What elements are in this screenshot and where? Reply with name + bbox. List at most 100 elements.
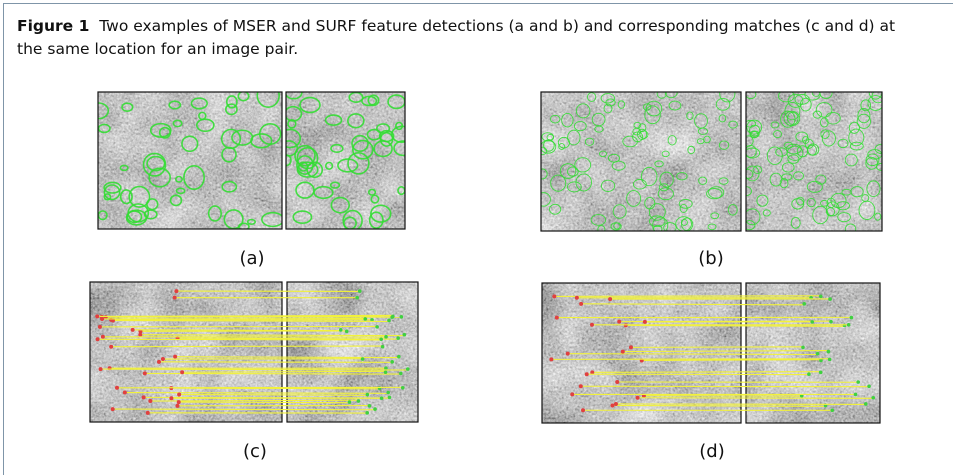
match-point <box>148 399 152 403</box>
match-point <box>828 297 832 301</box>
texture-image <box>287 282 418 422</box>
match-point <box>399 372 403 376</box>
match-point <box>157 360 161 364</box>
match-point <box>379 337 383 341</box>
match-point <box>378 386 382 390</box>
match-point <box>816 352 820 356</box>
match-point <box>850 316 854 320</box>
match-point <box>391 315 395 319</box>
texture-image <box>98 92 282 229</box>
match-point <box>549 357 553 361</box>
match-point <box>368 404 372 408</box>
match-point <box>361 357 365 361</box>
match-point <box>566 352 570 356</box>
match-line <box>554 296 820 297</box>
panel-label: (a) <box>239 248 264 269</box>
match-point <box>101 335 105 339</box>
match-point <box>177 400 181 404</box>
match-point <box>819 371 823 375</box>
match-point <box>381 345 385 349</box>
match-point <box>401 386 405 390</box>
match-line <box>642 360 821 361</box>
match-point <box>867 384 871 388</box>
match-point <box>400 315 404 319</box>
match-point <box>575 296 579 300</box>
match-point <box>581 408 585 412</box>
match-point <box>570 392 574 396</box>
match-point <box>397 355 401 359</box>
match-point <box>142 395 146 399</box>
match-point <box>384 335 388 339</box>
match-point <box>552 294 556 298</box>
match-point <box>177 393 181 397</box>
match-point <box>802 302 806 306</box>
match-point <box>621 350 625 354</box>
match-point <box>100 317 104 321</box>
match-point <box>173 296 177 300</box>
match-point <box>807 372 811 376</box>
texture-image <box>746 283 880 423</box>
match-point <box>380 396 384 400</box>
match-point <box>161 357 165 361</box>
texture-image <box>541 92 741 231</box>
match-point <box>871 396 875 400</box>
match-point <box>396 336 400 340</box>
match-point <box>854 393 858 397</box>
match-line <box>111 346 382 347</box>
match-point <box>864 402 868 406</box>
match-point <box>173 355 177 359</box>
match-point <box>95 314 99 318</box>
match-point <box>169 396 173 400</box>
match-point <box>801 346 805 350</box>
match-point <box>339 328 343 332</box>
match-point <box>810 320 814 324</box>
match-point <box>856 380 860 384</box>
match-line <box>612 405 825 406</box>
match-point <box>847 323 851 327</box>
match-point <box>357 399 361 403</box>
match-point <box>830 408 834 412</box>
match-point <box>390 360 394 364</box>
match-line <box>125 393 388 394</box>
match-point <box>579 302 583 306</box>
match-point <box>355 296 359 300</box>
match-point <box>624 323 628 327</box>
match-point <box>590 323 594 327</box>
match-point <box>579 384 583 388</box>
match-point <box>629 345 633 349</box>
panel-label: (d) <box>699 441 724 462</box>
match-point <box>384 370 388 374</box>
match-line <box>592 372 820 373</box>
match-line <box>159 362 392 363</box>
match-point <box>115 386 119 390</box>
match-point <box>143 371 147 375</box>
match-point <box>365 411 369 415</box>
match-point <box>373 407 377 411</box>
match-point <box>138 333 142 337</box>
match-point <box>96 337 100 341</box>
match-line <box>551 359 829 360</box>
match-point <box>636 396 640 400</box>
match-point <box>614 402 618 406</box>
match-point <box>99 367 103 371</box>
match-point <box>828 358 832 362</box>
match-point <box>819 295 823 299</box>
match-line <box>179 395 367 396</box>
match-point <box>98 325 102 329</box>
match-point <box>111 407 115 411</box>
match-point <box>123 391 127 395</box>
match-point <box>363 317 367 321</box>
figure: (a) (b) (c) (d) <box>0 0 953 475</box>
match-point <box>406 367 410 371</box>
match-point <box>615 380 619 384</box>
match-point <box>366 393 370 397</box>
match-point <box>131 328 135 332</box>
match-point <box>827 350 831 354</box>
match-line <box>98 339 382 340</box>
match-point <box>109 345 113 349</box>
match-line <box>133 330 341 331</box>
match-point <box>617 320 621 324</box>
match-point <box>180 370 184 374</box>
match-point <box>608 297 612 301</box>
page: Figure 1 Two examples of MSER and SURF f… <box>0 0 953 475</box>
